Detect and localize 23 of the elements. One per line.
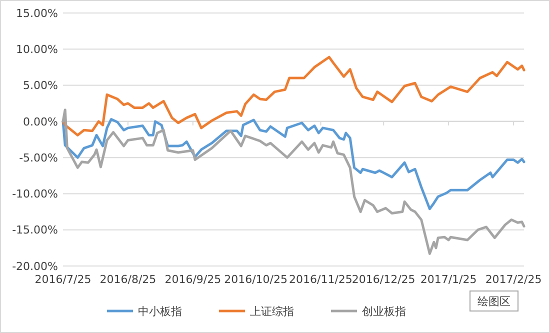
y-tick-label: -10.00% [12,188,58,201]
x-tick-label: 2017/2/25 [485,273,542,286]
line-series [62,108,526,255]
y-tick-label: 0.00% [23,115,58,128]
x-tick-label: 2016/8/25 [100,273,156,286]
y-tick-label: 10.00% [16,42,58,56]
line-series [62,56,526,136]
x-tick-label: 2016/12/25 [352,273,416,286]
y-tick-label: -15.00% [12,224,58,237]
line-series [62,118,526,210]
x-tick-label: 2016/7/25 [34,273,92,286]
y-tick-label: -20.00% [12,260,58,273]
x-tick-label: 2016/9/25 [164,273,222,286]
legend-label: 创业板指 [362,304,406,318]
x-tick-label: 2017/1/25 [420,273,477,286]
y-tick-label: 15.00% [16,6,58,20]
y-tick-label: -5.00% [19,151,58,164]
x-tick-label: 2016/10/25 [224,273,288,286]
legend-label: 上证综指 [250,304,294,318]
tooltip-box: 绘图区 [470,290,518,312]
y-tick-label: 5.00% [23,79,58,92]
legend-label: 中小板指 [138,304,182,318]
x-tick-label: 2016/11/25 [289,273,352,286]
